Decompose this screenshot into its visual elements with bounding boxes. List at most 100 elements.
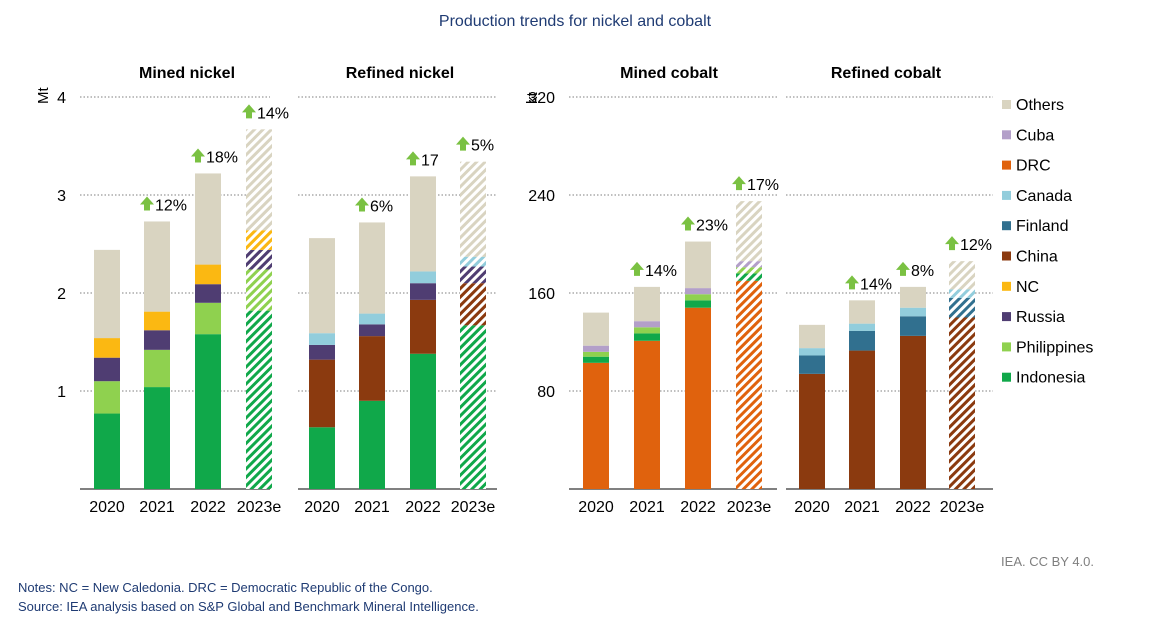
bar-segment-indonesia xyxy=(144,387,170,489)
legend-item-philippines: Philippines xyxy=(1002,339,1093,356)
bar-segment-russia xyxy=(94,357,120,382)
bar-segment-china xyxy=(849,350,875,489)
bar-segment-cuba xyxy=(583,345,609,352)
y-tick-label: 320 xyxy=(528,90,555,107)
up-arrow-icon xyxy=(355,197,369,212)
growth-label: 18% xyxy=(206,149,238,166)
bar-segment-nc xyxy=(246,230,272,250)
up-arrow-icon xyxy=(896,261,910,276)
bar-segment-others xyxy=(460,161,486,257)
up-arrow-icon xyxy=(456,136,470,151)
source-text: Source: IEA analysis based on S&P Global… xyxy=(18,599,479,614)
bar-segment-indonesia xyxy=(583,356,609,363)
bar-segment-others xyxy=(359,222,385,314)
bar-segment-china xyxy=(309,359,335,428)
legend-label: China xyxy=(1016,249,1058,266)
y-tick-label: 3 xyxy=(57,188,66,205)
bar-segment-philippines xyxy=(144,349,170,388)
panel-title: Mined cobalt xyxy=(620,65,718,82)
legend-item-nc: NC xyxy=(1002,279,1039,296)
bar-segment-finland xyxy=(949,297,975,318)
bar-segment-canada xyxy=(359,313,385,325)
y-unit-label: Mt xyxy=(35,87,52,104)
x-tick-label: 2022 xyxy=(895,499,931,516)
legend-item-cuba: Cuba xyxy=(1002,127,1054,144)
panel-title: Mined nickel xyxy=(139,65,235,82)
up-arrow-icon xyxy=(630,261,644,276)
bar-segment-russia xyxy=(410,283,436,300)
y-unit-label: kt xyxy=(524,92,541,105)
chart-title: Production trends for nickel and cobalt xyxy=(439,13,712,30)
up-arrow-icon xyxy=(140,196,154,211)
bar-segment-indonesia xyxy=(94,413,120,489)
panel-refined-nickel: Refined nickel 2020 6% 2021 17 2022 5% 2023e xyxy=(298,65,497,516)
bar-segment-philippines xyxy=(246,269,272,311)
bar-segment-china xyxy=(410,299,436,354)
x-tick-label: 2020 xyxy=(89,499,125,516)
legend-item-canada: Canada xyxy=(1002,188,1072,205)
bar-segment-china xyxy=(359,336,385,401)
x-tick-label: 2020 xyxy=(578,499,614,516)
x-tick-label: 2021 xyxy=(844,499,880,516)
bar-segment-canada xyxy=(460,256,486,267)
growth-label: 12% xyxy=(960,237,992,254)
bar-segment-others xyxy=(309,238,335,334)
bar-segment-indonesia xyxy=(410,353,436,489)
bar-segment-drc xyxy=(736,280,762,489)
legend-label: Cuba xyxy=(1016,127,1054,144)
bar-segment-indonesia xyxy=(359,400,385,489)
legend: Others Cuba DRC Canada Finland China NC Russia P… xyxy=(1002,97,1093,387)
legend-swatch xyxy=(1002,190,1011,200)
growth-label: 8% xyxy=(911,263,934,280)
x-tick-label: 2020 xyxy=(794,499,830,516)
bar-segment-china xyxy=(949,317,975,489)
growth-label: 12% xyxy=(155,197,187,214)
legend-item-drc: DRC xyxy=(1002,158,1051,175)
bar-segment-others xyxy=(94,249,120,339)
bar-segment-drc xyxy=(685,307,711,489)
growth-label: 14% xyxy=(257,105,289,122)
growth-label: 17% xyxy=(747,177,779,194)
bar-segment-cuba xyxy=(634,321,660,328)
growth-label: 17 xyxy=(421,152,439,169)
bar-segment-indonesia xyxy=(460,325,486,489)
bar-segment-cuba xyxy=(685,288,711,295)
y-tick-label: 80 xyxy=(537,384,555,401)
y-tick-label: 160 xyxy=(528,286,555,303)
bar-segment-russia xyxy=(309,344,335,360)
bar-segment-philippines xyxy=(583,351,609,357)
bar-segment-others xyxy=(195,173,221,265)
y-tick-label: 240 xyxy=(528,188,555,205)
up-arrow-icon xyxy=(732,176,746,191)
up-arrow-icon xyxy=(845,275,859,290)
growth-label: 14% xyxy=(860,276,892,293)
x-tick-label: 2022 xyxy=(405,499,441,516)
growth-label: 14% xyxy=(645,263,677,280)
up-arrow-icon xyxy=(242,104,256,119)
bar-segment-philippines xyxy=(195,302,221,335)
bar-segment-canada xyxy=(410,271,436,284)
x-tick-label: 2023e xyxy=(727,499,772,516)
bar-segment-indonesia xyxy=(685,300,711,308)
panel-title: Refined nickel xyxy=(346,65,454,82)
bar-segment-others xyxy=(634,286,660,322)
bar-segment-others xyxy=(410,176,436,272)
x-tick-label: 2023e xyxy=(451,499,496,516)
x-tick-label: 2021 xyxy=(629,499,665,516)
legend-item-russia: Russia xyxy=(1002,309,1065,326)
up-arrow-icon xyxy=(191,148,205,163)
legend-item-others: Others xyxy=(1002,97,1064,114)
bar-segment-russia xyxy=(195,284,221,303)
bar-segment-russia xyxy=(246,249,272,270)
bar-segment-canada xyxy=(799,348,825,356)
x-tick-label: 2022 xyxy=(190,499,226,516)
bar-segment-philippines xyxy=(94,381,120,414)
up-arrow-icon xyxy=(406,151,420,166)
panel-mined-nickel: Mined nickel 1 2 3 4 Mt 2020 12% 2021 18% 2022 14% 2… xyxy=(35,65,289,516)
legend-label: Philippines xyxy=(1016,339,1093,356)
y-tick-label: 2 xyxy=(57,286,66,303)
legend-item-finland: Finland xyxy=(1002,218,1068,235)
bar-segment-nc xyxy=(144,311,170,331)
bar-segment-others xyxy=(949,261,975,290)
